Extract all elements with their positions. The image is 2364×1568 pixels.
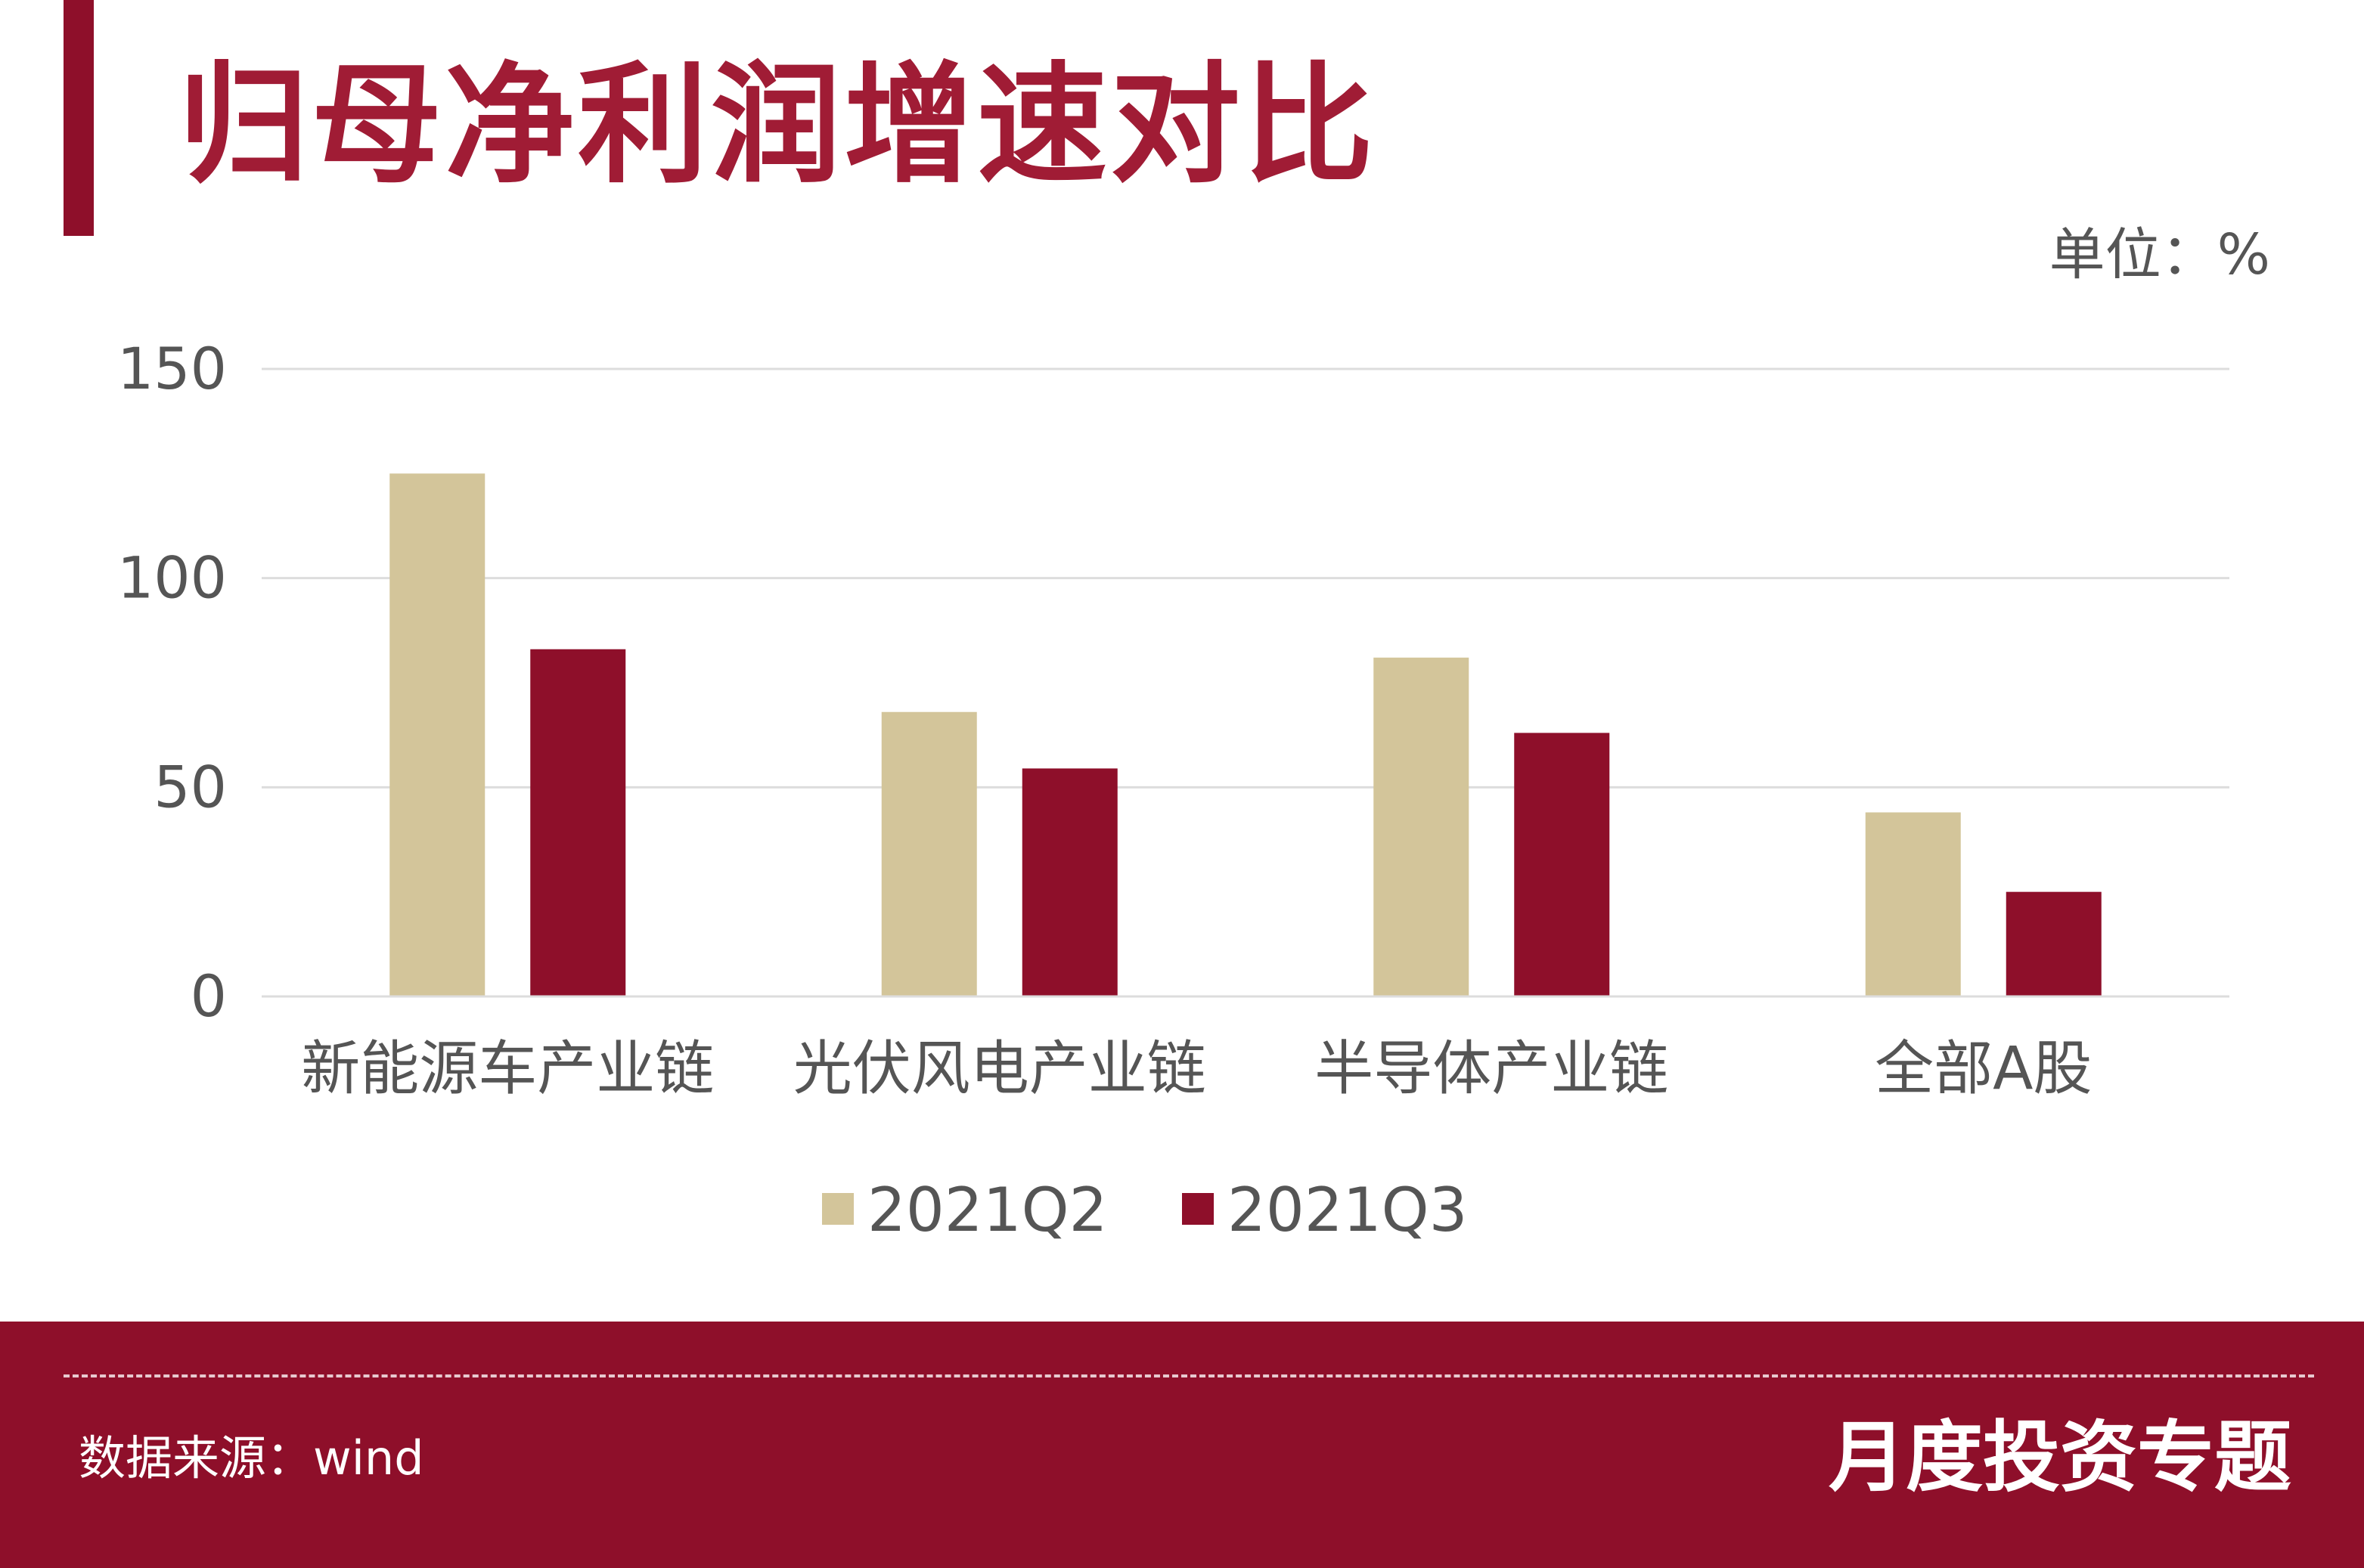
bar-2021q3-3 [2006,891,2102,996]
bar-chart: 0 50 100 150 新能源车产业链 光伏风电产业链 半导体产业链 全部A股 2021Q2 2… [117,335,2229,1245]
y-tick-label: 50 [154,753,227,820]
page-title: 归母净利润增速对比 [178,49,1376,201]
legend-swatch-2021q2 [822,1193,854,1225]
y-tick-label: 100 [117,544,227,612]
y-tick-label: 0 [191,962,227,1030]
legend-swatch-2021q3 [1182,1193,1214,1225]
x-category-label: 光伏风电产业链 [793,1035,1206,1103]
x-category-label: 新能源车产业链 [301,1035,714,1103]
legend-label: 2021Q2 [867,1175,1107,1245]
bar-2021q2-1 [881,711,977,996]
brand-name: 月度投资专题 [1829,1413,2291,1503]
bar-2021q2-0 [389,473,486,996]
bar-2021q2-2 [1373,657,1469,996]
unit-label: 单位：% [2049,222,2270,287]
legend-label: 2021Q3 [1227,1175,1467,1245]
data-source: 数据来源：wind [79,1430,424,1486]
bar-2021q3-1 [1022,768,1118,996]
footer-dashed-divider [64,1374,2314,1377]
title-accent-bar [64,0,94,236]
x-category-label: 半导体产业链 [1314,1035,1668,1103]
footer-band: 数据来源：wind 月度投资专题 [0,1322,2364,1568]
bar-2021q3-0 [530,649,626,996]
y-tick-label: 150 [117,335,227,402]
bar-2021q3-2 [1514,733,1610,996]
x-category-label: 全部A股 [1875,1035,2092,1103]
bar-2021q2-3 [1865,812,1961,996]
